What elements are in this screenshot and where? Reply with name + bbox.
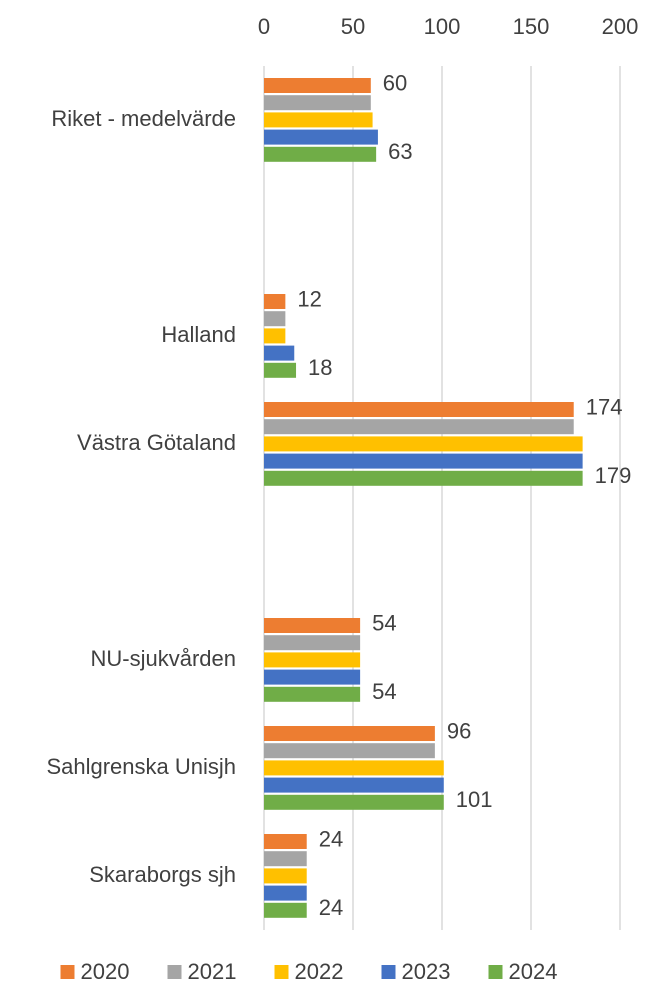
bar — [264, 902, 307, 918]
data-label: 174 — [586, 394, 623, 419]
legend-label: 2020 — [81, 959, 130, 984]
bar — [264, 868, 307, 884]
y-tick-label: Västra Götaland — [77, 430, 236, 455]
bar — [264, 760, 444, 776]
bar — [264, 851, 307, 867]
bar — [264, 78, 371, 93]
bar — [264, 453, 583, 469]
bar — [264, 419, 574, 435]
legend-swatch — [60, 965, 75, 979]
bar — [264, 652, 361, 668]
legend-swatch — [381, 965, 396, 979]
bar — [264, 885, 307, 901]
data-label: 24 — [319, 895, 343, 920]
y-tick-label: Sahlgrenska Unisjh — [46, 754, 236, 779]
data-label: 24 — [319, 826, 343, 851]
data-label: 101 — [456, 787, 493, 812]
bar — [264, 112, 373, 128]
bar — [264, 311, 286, 327]
bar — [264, 362, 297, 378]
legend-swatch — [167, 965, 182, 979]
x-tick-label: 0 — [258, 14, 270, 39]
data-label: 18 — [308, 355, 332, 380]
data-label: 54 — [372, 679, 396, 704]
bar — [264, 328, 286, 344]
legend-label: 2021 — [188, 959, 237, 984]
bar — [264, 743, 435, 759]
x-tick-label: 200 — [602, 14, 639, 39]
data-label: 54 — [372, 610, 396, 635]
bar — [264, 345, 295, 361]
bar — [264, 777, 444, 793]
data-label: 96 — [447, 718, 471, 743]
data-label: 63 — [388, 139, 412, 164]
bar — [264, 95, 371, 111]
legend-label: 2024 — [509, 959, 558, 984]
x-tick-label: 150 — [513, 14, 550, 39]
bar — [264, 834, 307, 849]
bar — [264, 436, 583, 452]
bar — [264, 294, 286, 309]
legend-label: 2022 — [295, 959, 344, 984]
x-tick-label: 50 — [341, 14, 365, 39]
legend-swatch — [488, 965, 503, 979]
bar — [264, 618, 361, 633]
data-label: 60 — [383, 70, 407, 95]
legend-swatch — [274, 965, 289, 979]
bar — [264, 470, 583, 486]
bar — [264, 402, 574, 417]
bar — [264, 726, 435, 741]
y-tick-label: Skaraborgs sjh — [89, 862, 236, 887]
bar — [264, 669, 361, 685]
legend-label: 2023 — [402, 959, 451, 984]
bar — [264, 129, 378, 145]
y-tick-label: Riket - medelvärde — [51, 106, 236, 131]
bar — [264, 146, 377, 162]
y-tick-label: Halland — [161, 322, 236, 347]
data-label: 12 — [297, 286, 321, 311]
y-tick-label: NU-sjukvården — [91, 646, 237, 671]
bar — [264, 635, 361, 651]
bar — [264, 794, 444, 810]
x-tick-label: 100 — [424, 14, 461, 39]
bar — [264, 686, 361, 702]
data-label: 179 — [595, 463, 632, 488]
